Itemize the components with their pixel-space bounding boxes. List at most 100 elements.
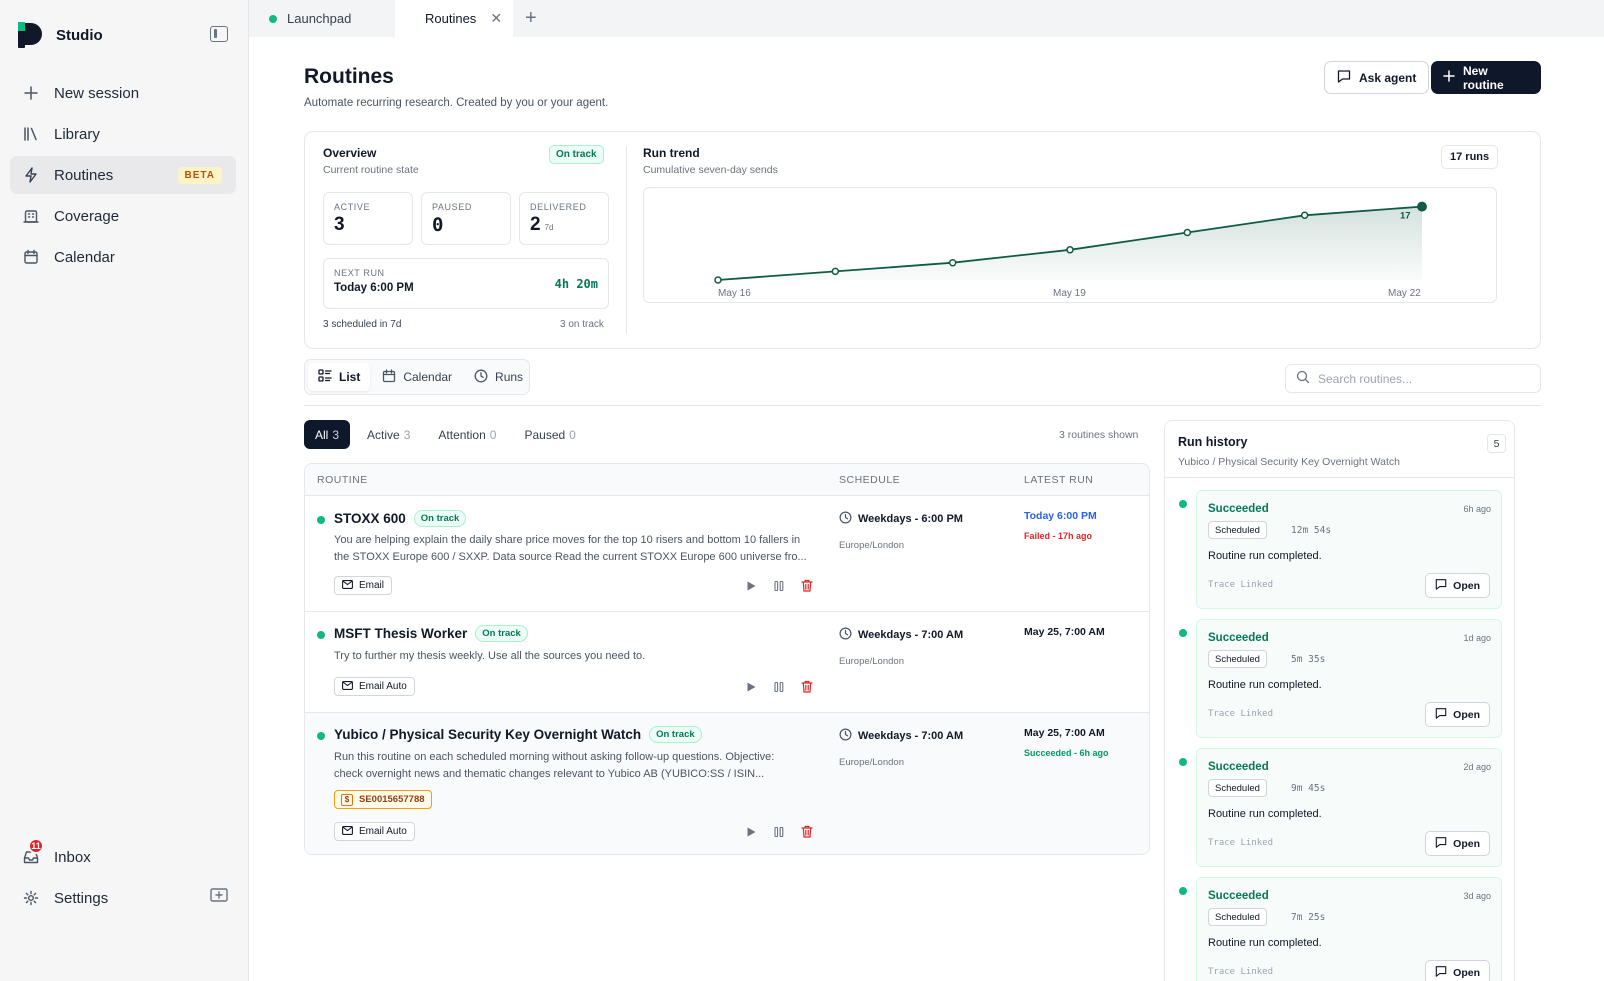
open-label: Open — [1453, 579, 1480, 592]
routine-name[interactable]: MSFT Thesis Worker — [334, 626, 468, 641]
run-time-ago: 3d ago — [1463, 891, 1491, 901]
run-type-chip: Scheduled — [1208, 650, 1267, 668]
run-type-chip: Scheduled — [1208, 779, 1267, 797]
routine-description: Run this routine on each scheduled morni… — [334, 749, 824, 783]
sidebar-collapse-icon[interactable] — [210, 26, 228, 42]
play-icon[interactable] — [745, 826, 757, 841]
open-run-button[interactable]: Open — [1425, 573, 1490, 598]
search-input[interactable] — [1318, 371, 1518, 386]
logo-icon — [18, 22, 42, 48]
sidebar: Studio New session Library Routines BETA — [0, 0, 249, 981]
sidebar-item-coverage[interactable]: Coverage — [10, 197, 236, 235]
run-status: Succeeded — [1208, 632, 1269, 644]
chat-icon — [1435, 707, 1447, 722]
trend-area — [718, 206, 1422, 280]
sidebar-item-label: Settings — [54, 889, 109, 907]
run-history-item[interactable]: Succeeded 3d ago Scheduled 7m 25s Routine ru… — [1196, 877, 1502, 981]
view-runs-button[interactable]: Runs — [464, 363, 533, 391]
status-badge: On track — [549, 145, 604, 164]
table-row[interactable]: STOXX 600 On track You are helping expla… — [305, 496, 1149, 612]
delivery-chip: Email Auto — [334, 677, 415, 696]
routine-description: You are helping explain the daily share … — [334, 532, 824, 566]
open-run-button[interactable]: Open — [1425, 702, 1490, 727]
pause-icon[interactable] — [773, 580, 785, 595]
tab-launchpad[interactable]: Launchpad — [249, 0, 395, 37]
play-icon[interactable] — [745, 580, 757, 595]
trash-icon[interactable] — [801, 825, 813, 841]
stat-number: 0 — [432, 214, 444, 236]
sidebar-item-routines[interactable]: Routines BETA — [10, 156, 236, 194]
run-duration: 5m 35s — [1291, 654, 1326, 665]
filter-active[interactable]: Active 3 — [356, 420, 421, 449]
filter-all[interactable]: All 3 — [304, 420, 351, 449]
new-routine-label: New routine — [1463, 63, 1504, 92]
filter-count: 3 — [332, 427, 340, 442]
trend-point — [1183, 228, 1192, 237]
scheduled-count: 3 scheduled in 7d — [323, 319, 402, 330]
sidebar-item-inbox[interactable]: 11 Inbox — [10, 838, 236, 876]
routine-name[interactable]: Yubico / Physical Security Key Overnight… — [334, 727, 642, 742]
new-routine-button[interactable]: New routine — [1431, 61, 1541, 94]
add-tab-icon[interactable]: + — [525, 7, 537, 29]
sidebar-nav: New session Library Routines BETA Covera… — [10, 74, 236, 279]
building-icon — [22, 207, 40, 225]
sidebar-item-library[interactable]: Library — [10, 115, 236, 153]
trash-icon[interactable] — [801, 579, 813, 595]
stat-label: DELIVERED — [530, 202, 587, 212]
pause-icon[interactable] — [773, 826, 785, 841]
sidebar-item-new-session[interactable]: New session — [10, 74, 236, 112]
open-run-button[interactable]: Open — [1425, 960, 1490, 981]
on-track-count: 3 on track — [560, 319, 604, 330]
description-line: check overnight news and thematic change… — [334, 768, 765, 780]
inbox-icon — [22, 848, 40, 866]
delivery-label: Email Auto — [359, 681, 407, 692]
page-subtitle: Automate recurring research. Created by … — [304, 97, 609, 109]
run-duration: 9m 45s — [1291, 783, 1326, 794]
pause-icon[interactable] — [773, 681, 785, 696]
close-icon[interactable]: ✕ — [490, 10, 503, 26]
routines-shown-count: 3 routines shown — [1059, 429, 1139, 441]
table-row[interactable]: Yubico / Physical Security Key Overnight… — [305, 713, 1149, 854]
trash-icon[interactable] — [801, 680, 813, 696]
run-history-item[interactable]: Succeeded 1d ago Scheduled 5m 35s Routine ru… — [1196, 619, 1502, 738]
run-history-title: Run history — [1178, 435, 1248, 449]
routine-title: Yubico / Physical Security Key Overnight… — [334, 726, 702, 743]
latest-run: May 25, 7:00 AM — [1024, 626, 1105, 638]
tab-routines[interactable]: Routines ✕ — [395, 0, 513, 37]
feedback-icon[interactable] — [210, 888, 228, 908]
view-calendar-button[interactable]: Calendar — [372, 363, 462, 391]
status-dot — [317, 631, 325, 639]
description-line: You are helping explain the daily share … — [334, 534, 801, 546]
filter-attention[interactable]: Attention 0 — [427, 420, 507, 449]
lightning-icon — [22, 166, 40, 184]
next-run-box: NEXT RUN Today 6:00 PM 4h 20m — [323, 258, 609, 309]
view-label: Runs — [495, 370, 524, 384]
sidebar-item-label: Calendar — [54, 248, 115, 266]
runs-count-badge: 17 runs — [1441, 145, 1499, 169]
run-trace: Trace Linked — [1208, 967, 1274, 977]
run-history-item[interactable]: Succeeded 2d ago Scheduled 9m 45s Routine ru… — [1196, 748, 1502, 867]
schedule: Weekdays - 6:00 PM — [839, 511, 963, 527]
run-message: Routine run completed. — [1208, 679, 1322, 691]
play-icon[interactable] — [745, 681, 757, 696]
latest-run: May 25, 7:00 AM — [1024, 727, 1105, 739]
sidebar-item-settings[interactable]: Settings — [10, 879, 236, 917]
run-history-item[interactable]: Succeeded 6h ago Scheduled 12m 54s Routine r… — [1196, 490, 1502, 609]
open-label: Open — [1453, 708, 1480, 721]
table-row[interactable]: MSFT Thesis Worker On track Try to furth… — [305, 612, 1149, 713]
ask-agent-button[interactable]: Ask agent — [1324, 61, 1430, 94]
open-label: Open — [1453, 837, 1480, 850]
open-run-button[interactable]: Open — [1425, 831, 1490, 856]
view-list-button[interactable]: List — [308, 363, 371, 391]
sidebar-item-calendar[interactable]: Calendar — [10, 238, 236, 276]
schedule-text: Weekdays - 7:00 AM — [858, 730, 964, 742]
filter-paused[interactable]: Paused 0 — [513, 420, 586, 449]
routine-name[interactable]: STOXX 600 — [334, 511, 406, 526]
run-history-count: 5 — [1487, 434, 1506, 453]
filter-count: 0 — [569, 427, 576, 442]
row-actions — [745, 825, 813, 841]
stat-number: 2 — [530, 214, 541, 235]
brand[interactable]: Studio — [18, 22, 103, 48]
timezone: Europe/London — [839, 540, 904, 551]
mail-icon — [342, 680, 353, 693]
